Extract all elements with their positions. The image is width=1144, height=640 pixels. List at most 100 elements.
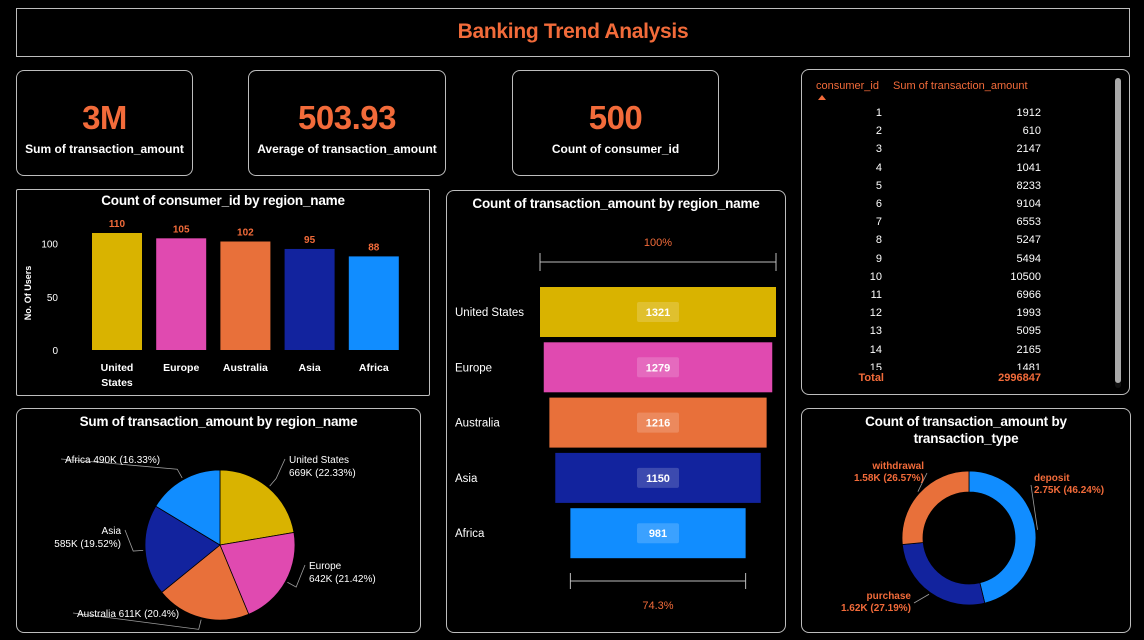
bar[interactable] [220,241,271,350]
table-cell-consumer-id: 6 [875,198,882,210]
table-row[interactable]: 14 2165 [802,344,1102,362]
table-cell-consumer-id: 4 [875,161,882,174]
bar-chart: No. Of Users 0 50 100 110 United States 105 Euro… [23,219,399,389]
bar-category-label: Asia [299,362,321,374]
kpi-label: Sum of transaction_amount [25,142,184,156]
table-row[interactable]: 1 1912 [802,107,1102,125]
pie-data-label: 642K (21.42%) [309,574,376,585]
table-row[interactable]: 5 8233 [802,180,1102,198]
funnel-value-badge [637,357,679,378]
bar-chart-ylabel: No. Of Users [23,266,33,321]
funnel-category-label: Europe [455,362,492,374]
kpi-card-count[interactable]: 500 Count of consumer_id [512,70,719,176]
kpi-label: Average of transaction_amount [257,142,437,156]
bar-chart-ytick: 100 [41,240,58,251]
bar-data-label: 102 [237,228,254,239]
kpi-card-average[interactable]: 503.93 Average of transaction_amount [248,70,446,176]
donut-data-label: 2.75K (46.24%) [1034,485,1104,496]
donut-data-label: 1.62K (27.19%) [841,603,911,614]
table-cell-amount: 2147 [1016,143,1041,156]
bar-data-label: 105 [173,224,190,235]
table-row[interactable]: 15 1481 [802,362,1102,370]
table-row[interactable]: 3 2147 [802,143,1102,161]
donut-chart-title-line1: Count of transaction_amount by [865,414,1067,429]
funnel-category-label: Africa [455,528,485,540]
table-row[interactable]: 9 5494 [802,253,1102,271]
table-cell-consumer-id: 15 [869,361,882,370]
table-cell-amount: 2165 [1016,343,1041,356]
pie-slice[interactable] [161,544,250,621]
bar-category-label: States [101,377,133,389]
funnel-data-label: 1321 [646,307,670,319]
table-cell-amount: 1912 [1016,107,1041,119]
table-row[interactable]: 12 1993 [802,307,1102,325]
donut-category-label: purchase [867,591,912,602]
donut-leader-line [913,593,930,604]
table-scrollbar[interactable] [1115,78,1121,388]
funnel-chart-panel[interactable]: Count of transaction_amount by region_na… [446,190,786,633]
table-cell-amount: 5494 [1016,252,1041,265]
pie-chart-panel[interactable]: Sum of transaction_amount by region_name… [16,408,421,633]
table-cell-consumer-id: 10 [869,270,882,283]
pie-data-label: Europe [309,561,342,572]
table-header-consumer-id[interactable]: consumer_id [816,80,879,92]
pie-slice[interactable] [219,469,295,546]
table-cell-amount: 5247 [1016,234,1041,247]
donut-slice[interactable] [901,470,970,545]
pie-slice[interactable] [219,531,296,615]
pie-slice[interactable] [155,469,221,546]
bar-chart-panel[interactable]: Count of consumer_id by region_name No. … [16,189,430,396]
table-cell-consumer-id: 3 [875,143,882,156]
pie-data-label: Africa 490K (16.33%) [65,455,160,466]
bar[interactable] [284,248,335,350]
table-total-label: Total [858,372,884,384]
table-cell-amount: 10500 [1010,270,1041,283]
table-cell-amount: 6966 [1016,289,1041,301]
kpi-label: Count of consumer_id [551,142,680,156]
donut-chart-panel[interactable]: Count of transaction_amount by transacti… [801,408,1131,633]
donut-chart-title-line2: transaction_type [913,431,1019,446]
pie-leader-line [60,458,183,479]
pie-leader-line [269,458,286,487]
kpi-value: 500 [588,99,643,136]
table-row[interactable]: 11 6966 [802,289,1102,307]
funnel-bar[interactable] [540,287,776,337]
kpi-value: 3M [82,99,127,136]
bar-category-label: United [101,362,134,374]
table-scrollbar-thumb[interactable] [1115,78,1121,383]
table-row[interactable]: 10 10500 [802,271,1102,289]
pie-leader-line [287,564,306,588]
table-cell-consumer-id: 2 [875,125,882,138]
kpi-card-sum[interactable]: 3M Sum of transaction_amount [16,70,193,176]
pie-slice[interactable] [144,505,221,593]
table-header-sum-amount[interactable]: Sum of transaction_amount [893,80,1028,92]
table-row[interactable]: 4 1041 [802,162,1102,180]
funnel-bar[interactable] [549,397,767,448]
table-row[interactable]: 2 610 [802,125,1102,143]
table-row[interactable]: 6 9104 [802,198,1102,216]
funnel-bottom-label: 74.3% [642,600,673,612]
funnel-top-label: 100% [644,237,672,249]
funnel-bar[interactable] [543,342,773,393]
bar[interactable] [92,233,142,350]
table-cell-amount: 6553 [1016,216,1041,229]
donut-category-label: deposit [1034,473,1070,484]
funnel-bar[interactable] [555,452,761,503]
funnel-category-label: Australia [455,418,500,430]
funnel-bar[interactable] [570,508,746,559]
table-total-row: Total 2996847 [802,372,1102,388]
donut-slice[interactable] [968,470,1037,604]
table-row[interactable]: 7 6553 [802,216,1102,234]
table-cell-consumer-id: 5 [875,179,882,192]
bar[interactable] [156,238,207,350]
bar[interactable] [348,256,399,350]
pie-leader-line [124,529,144,552]
donut-slice[interactable] [901,542,986,606]
sort-ascending-icon[interactable] [818,95,826,100]
funnel-value-badge [637,523,679,544]
table-row[interactable]: 13 5095 [802,325,1102,343]
donut-leader-line [1030,484,1038,530]
table-row[interactable]: 8 5247 [802,234,1102,252]
